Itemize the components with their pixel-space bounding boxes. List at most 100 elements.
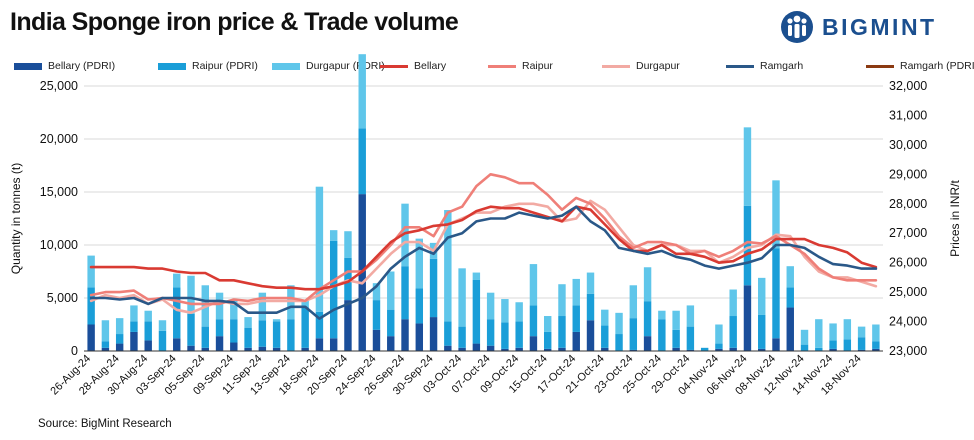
bar-durgapur-pdri — [401, 203, 409, 267]
y2-tick-label: 27,000 — [889, 226, 927, 240]
bar-bellary-pdri — [201, 347, 209, 351]
bar-bellary-pdri — [829, 348, 837, 351]
bar-bellary-pdri — [344, 300, 352, 351]
bar-raipur-pdri — [686, 326, 695, 350]
bar-raipur-pdri — [615, 334, 623, 351]
bar-raipur-pdri — [529, 305, 538, 337]
legend-item: Durgapur — [602, 56, 680, 76]
y-axis-title: Quantity in tonnes (t) — [9, 163, 23, 274]
bar-raipur-pdri — [272, 321, 281, 348]
bar-raipur-pdri — [187, 313, 195, 346]
bar-raipur-pdri — [829, 340, 837, 349]
bar-bellary-pdri — [87, 324, 95, 351]
y2-tick-label: 29,000 — [889, 167, 927, 181]
bar-durgapur-pdri — [729, 289, 737, 317]
bar-durgapur-pdri — [444, 210, 452, 322]
bar-durgapur-pdri — [629, 285, 638, 319]
bar-raipur-pdri — [729, 316, 737, 348]
bar-raipur-pdri — [258, 320, 267, 347]
y2-tick-label: 26,000 — [889, 256, 927, 270]
bar-durgapur-pdri — [486, 292, 495, 320]
legend-item: Ramgarh (PDRI) — [866, 56, 974, 76]
bigmint-logo-icon — [781, 11, 813, 43]
bar-bellary-pdri — [415, 323, 424, 351]
y2-tick-label: 30,000 — [889, 138, 927, 152]
bar-bellary-pdri — [429, 317, 438, 351]
bar-raipur-pdri — [501, 322, 509, 349]
y-tick-label: 5,000 — [47, 291, 78, 305]
bar-durgapur-pdri — [387, 271, 395, 310]
bar-raipur-pdri — [144, 321, 152, 341]
y-tick-label: 0 — [71, 344, 78, 358]
bar-bellary-pdri — [743, 285, 752, 351]
legend-item: Bellary — [380, 56, 446, 76]
bar-bellary-pdri — [115, 343, 124, 351]
bar-durgapur-pdri — [187, 275, 195, 314]
bar-durgapur-pdri — [743, 127, 752, 206]
bar-bellary-pdri — [301, 347, 309, 351]
bar-bellary-pdri — [572, 331, 580, 351]
bar-raipur-pdri — [700, 347, 709, 351]
bar-raipur-pdri — [458, 326, 466, 348]
bar-bellary-pdri — [872, 348, 880, 351]
bar-raipur-pdri — [287, 319, 295, 351]
bar-durgapur-pdri — [315, 186, 324, 312]
bar-raipur-pdri — [130, 321, 138, 332]
bar-raipur-pdri — [743, 205, 752, 286]
legend-item: Raipur (PDRI) — [158, 56, 258, 76]
bar-durgapur-pdri — [130, 305, 138, 322]
bar-bellary-pdri — [244, 347, 252, 351]
source-note: Source: BigMint Research — [38, 418, 172, 430]
legend-label: Raipur (PDRI) — [192, 60, 258, 72]
bar-durgapur-pdri — [272, 319, 281, 322]
bar-durgapur-pdri — [472, 272, 481, 280]
bar-bellary-pdri — [672, 347, 680, 351]
bar-bellary-pdri — [501, 348, 509, 351]
line-raipur — [89, 173, 878, 306]
bar-bellary-pdri — [558, 347, 566, 351]
bar-durgapur-pdri — [772, 180, 780, 249]
bar-bellary-pdri — [144, 340, 152, 351]
bar-durgapur-pdri — [358, 54, 366, 129]
bar-bellary-pdri — [515, 347, 523, 351]
bar-durgapur-pdri — [686, 305, 695, 327]
y2-axis-title: Prices in INR/t — [948, 179, 962, 256]
bar-bellary-pdri — [387, 336, 395, 351]
bar-raipur-pdri — [843, 339, 852, 351]
bar-bellary-pdri — [215, 336, 224, 351]
bar-durgapur-pdri — [643, 267, 652, 302]
bar-bellary-pdri — [458, 347, 466, 351]
bar-raipur-pdri — [415, 288, 424, 324]
bar-durgapur-pdri — [829, 323, 837, 341]
bar-durgapur-pdri — [615, 312, 623, 335]
bar-raipur-pdri — [543, 331, 552, 349]
legend-swatch — [488, 64, 516, 68]
legend-label: Bellary (PDRI) — [48, 60, 116, 72]
line-ramgarh — [89, 205, 878, 320]
bar-durgapur-pdri — [758, 277, 766, 315]
bar-durgapur-pdri — [872, 324, 880, 342]
bar-raipur-pdri — [158, 330, 167, 351]
bar-bellary-pdri — [272, 347, 281, 351]
bar-durgapur-pdri — [115, 318, 124, 335]
bar-raipur-pdri — [173, 287, 181, 339]
y-tick-label: 10,000 — [40, 238, 78, 252]
bar-durgapur-pdri — [244, 317, 252, 328]
y2-tick-label: 25,000 — [889, 285, 927, 299]
bar-durgapur-pdri — [586, 272, 595, 294]
bar-durgapur-pdri — [215, 292, 224, 320]
bar-raipur-pdri — [115, 334, 124, 344]
bar-durgapur-pdri — [800, 329, 809, 345]
bar-durgapur-pdri — [843, 319, 852, 340]
legend-item: Bellary (PDRI) — [14, 56, 115, 76]
bar-durgapur-pdri — [458, 268, 466, 327]
bar-raipur-pdri — [429, 258, 438, 318]
bar-bellary-pdri — [315, 338, 324, 351]
bar-raipur-pdri — [815, 347, 823, 351]
bar-raipur-pdri — [658, 319, 666, 351]
bar-bellary-pdri — [173, 338, 181, 351]
bar-durgapur-pdri — [786, 266, 794, 288]
bar-durgapur-pdri — [415, 238, 424, 289]
bar-raipur-pdri — [344, 257, 352, 301]
bar-durgapur-pdri — [301, 300, 309, 308]
